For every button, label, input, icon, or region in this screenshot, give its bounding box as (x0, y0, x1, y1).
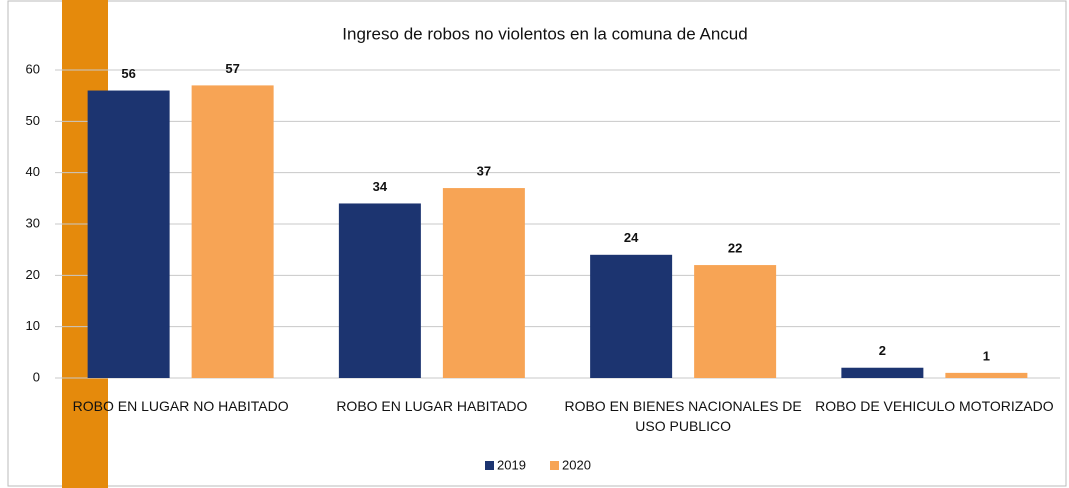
y-tick-label: 30 (26, 215, 40, 230)
data-label: 56 (121, 66, 135, 81)
legend-swatch (485, 461, 494, 470)
data-label: 57 (225, 61, 239, 76)
x-tick-label: ROBO EN LUGAR HABITADO (336, 398, 528, 414)
data-label: 34 (373, 179, 388, 194)
bar (694, 265, 777, 378)
data-label: 22 (728, 241, 742, 256)
y-tick-label: 60 (26, 61, 40, 76)
legend-label: 2020 (562, 457, 591, 472)
bar (191, 85, 274, 379)
bar (87, 90, 170, 379)
y-tick-label: 50 (26, 113, 40, 128)
y-tick-label: 40 (26, 164, 40, 179)
legend-label: 2019 (497, 457, 526, 472)
data-label: 24 (624, 230, 639, 245)
chart-title: Ingreso de robos no violentos en la comu… (342, 24, 747, 43)
legend-swatch (550, 461, 559, 470)
bar (590, 254, 673, 378)
data-label: 2 (879, 343, 886, 358)
y-tick-label: 20 (26, 267, 40, 282)
x-tick-label: ROBO EN BIENES NACIONALES DE USO PUBLICO (564, 398, 802, 434)
bar (442, 188, 525, 378)
y-tick-label: 10 (26, 318, 40, 333)
y-tick-label: 0 (33, 369, 40, 384)
x-tick-label: ROBO DE VEHICULO MOTORIZADO (815, 398, 1054, 414)
bar (338, 203, 421, 378)
data-label: 37 (477, 164, 491, 179)
data-label: 1 (983, 348, 990, 363)
bar (945, 372, 1028, 378)
bar (841, 367, 924, 378)
chart-border (7, 0, 1067, 487)
x-tick-label: ROBO EN LUGAR NO HABITADO (72, 398, 289, 414)
